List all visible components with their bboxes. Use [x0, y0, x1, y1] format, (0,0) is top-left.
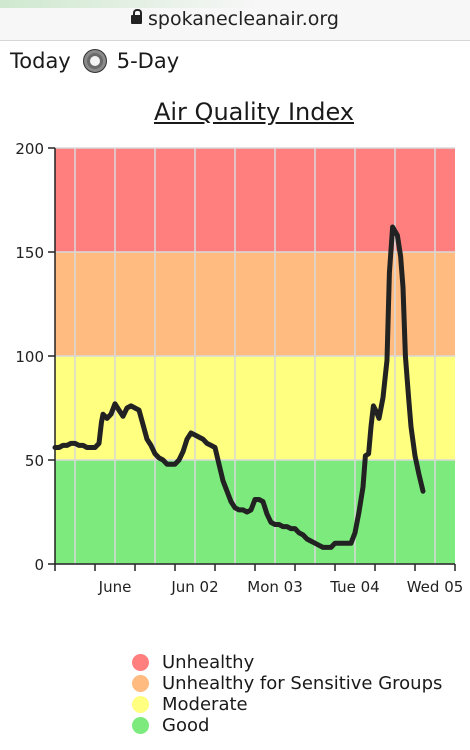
- view-toggle-radio-icon[interactable]: [82, 49, 107, 73]
- chart-title: Air Quality Index: [153, 98, 355, 126]
- url-display[interactable]: spokanecleanair.org: [0, 8, 470, 30]
- legend-swatch: [132, 675, 149, 692]
- lock-icon: [131, 9, 143, 24]
- legend-label: Unhealthy for Sensitive Groups: [162, 673, 443, 694]
- x-tick-label: Jun 02: [170, 578, 218, 596]
- aqi-line-chart: 0 50 100 150 200 June Jun 02 Mon 03 Tue 04 Wed 05: [15, 140, 464, 596]
- legend-item: Moderate: [132, 694, 442, 715]
- x-tick-label: Tue 04: [329, 578, 379, 596]
- y-tick-label: 150: [15, 244, 44, 262]
- url-text: spokanecleanair.org: [148, 8, 339, 30]
- five-day-option[interactable]: 5-Day: [116, 49, 180, 73]
- page-load-progress: [0, 0, 260, 8]
- legend-label: Unhealthy: [162, 652, 255, 673]
- chart-legend: Unhealthy Unhealthy for Sensitive Groups M…: [132, 652, 442, 736]
- y-tick-label: 0: [34, 556, 44, 574]
- aqi-band-unhealthy: [55, 148, 455, 252]
- legend-label: Good: [162, 715, 210, 736]
- y-tick-label: 50: [25, 452, 44, 470]
- legend-swatch: [132, 654, 149, 671]
- y-tick-label: 100: [15, 348, 44, 366]
- browser-address-bar[interactable]: spokanecleanair.org: [0, 0, 470, 41]
- legend-label: Moderate: [162, 694, 248, 715]
- legend-swatch: [132, 717, 149, 734]
- today-option[interactable]: Today: [10, 49, 71, 73]
- aqi-band-moderate: [55, 356, 455, 460]
- x-tick-label: Mon 03: [247, 578, 302, 596]
- legend-item: Good: [132, 715, 442, 736]
- x-tick-label: June: [98, 578, 132, 596]
- y-tick-label: 200: [15, 140, 44, 158]
- x-tick-label: Wed 05: [407, 578, 464, 596]
- legend-item: Unhealthy for Sensitive Groups: [132, 673, 442, 694]
- legend-swatch: [132, 696, 149, 713]
- aqi-series-line: [52, 224, 426, 550]
- view-mode-switch: Today 5-Day: [10, 46, 179, 76]
- aqi-band-good: [55, 460, 455, 564]
- legend-item: Unhealthy: [132, 652, 442, 673]
